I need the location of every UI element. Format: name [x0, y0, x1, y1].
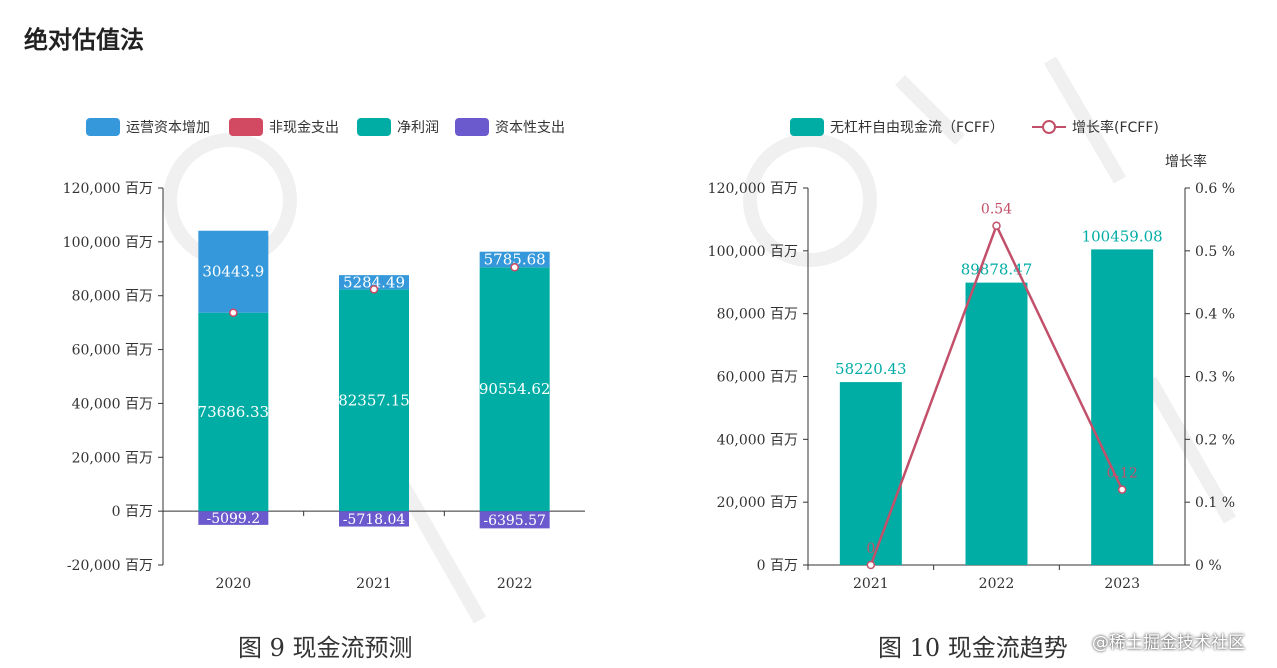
cash-flow-trend-chart: 无杠杆自由现金流（FCFF） 增长率(FCFF) 增长率 0 百万 20,000 百万 4…: [708, 118, 1235, 592]
bar-fcff: [1091, 249, 1154, 565]
page-title: 绝对估值法: [24, 26, 144, 54]
y-tick-label: 60,000 百万: [72, 343, 153, 359]
y-tick-label: 80,000 百万: [717, 307, 798, 323]
y2-tick-label: 0.1 %: [1195, 495, 1235, 511]
bar-label-capex: -5099.2: [206, 511, 260, 527]
y-tick-label: 20,000 百万: [72, 450, 153, 466]
y-tick-label: 80,000 百万: [72, 289, 153, 305]
bar-label-working-capital: 5284.49: [343, 273, 405, 291]
x-tick-label: 2020: [216, 576, 252, 592]
y-tick-label: 40,000 百万: [72, 396, 153, 412]
x-tick-label: 2022: [497, 576, 533, 592]
y-tick-label: 0 百万: [757, 558, 798, 574]
legend-label: 无杠杆自由现金流（FCFF）: [830, 120, 1004, 136]
bar-capex: [339, 511, 409, 527]
bar-net-profit: [198, 312, 269, 512]
marker-non-cash: [369, 285, 379, 294]
y-tick-label: 40,000 百万: [717, 432, 798, 448]
legend-marker: [1042, 120, 1056, 134]
growth-point: [866, 560, 876, 570]
bar-label-fcff: 100459.08: [1082, 227, 1163, 245]
growth-label: 0: [866, 541, 875, 557]
legend-label: 运营资本增加: [126, 120, 210, 136]
y-tick-label: 20,000 百万: [717, 495, 798, 511]
legend-swatch: [357, 118, 391, 136]
legend-swatch: [229, 118, 263, 136]
bar-working-capital: [479, 251, 550, 268]
y2-tick-label: 0.3 %: [1195, 370, 1235, 386]
bar-net-profit: [479, 267, 550, 512]
y-tick-label: 120,000 百万: [63, 181, 153, 197]
y-tick-label: 100,000 百万: [63, 235, 153, 251]
bar-capex: [198, 511, 269, 525]
bar-label-net-profit: 73686.33: [198, 403, 270, 421]
x-tick-label: 2021: [356, 576, 392, 592]
bar-net-profit: [339, 289, 409, 512]
x-tick-label: 2021: [853, 576, 889, 592]
y-tick-label: 0 百万: [112, 504, 153, 520]
x-tick-label: 2022: [979, 576, 1015, 592]
y-tick-label: 60,000 百万: [717, 370, 798, 386]
growth-label: 0.54: [981, 202, 1012, 218]
growth-label: 0.12: [1107, 466, 1138, 482]
y2-tick-label: 0.4 %: [1195, 307, 1235, 323]
y2-axis-title: 增长率: [1165, 153, 1207, 170]
credit-text: @稀土掘金技术社区: [1092, 633, 1245, 653]
legend-swatch: [455, 118, 489, 136]
bar-working-capital: [198, 230, 269, 313]
y-tick-label: -20,000 百万: [67, 558, 153, 574]
legend-label: 增长率(FCFF): [1072, 119, 1159, 136]
left-chart-caption: 图 9 现金流预测: [238, 634, 413, 662]
bar-label-net-profit: 82357.15: [338, 391, 410, 409]
y-tick-label: 120,000 百万: [708, 181, 798, 197]
growth-point: [1117, 485, 1127, 494]
bar-label-capex: -5718.04: [343, 512, 406, 528]
y2-tick-label: 0.2 %: [1195, 432, 1235, 448]
y2-tick-label: 0.5 %: [1195, 244, 1235, 260]
marker-non-cash: [510, 263, 519, 272]
bar-capex: [479, 511, 550, 529]
bar-working-capital: [339, 275, 409, 290]
right-chart-caption: 图 10 现金流趋势: [878, 634, 1068, 662]
x-tick-label: 2023: [1104, 576, 1140, 592]
bar-fcff: [965, 282, 1028, 565]
cash-flow-forecast-chart: 运营资本增加 非现金支出 净利润 资本性支出 -20,000 百万 0 百万 20,000 …: [63, 118, 585, 592]
y2-tick-label: 0.6 %: [1195, 181, 1235, 197]
legend-label: 资本性支出: [495, 120, 565, 136]
bar-label-working-capital: 5785.68: [484, 251, 546, 269]
bar-fcff: [839, 382, 902, 565]
growth-point: [992, 221, 1001, 230]
legend-label: 净利润: [397, 120, 439, 136]
bar-label-net-profit: 90554.62: [479, 380, 551, 398]
bar-label-working-capital: 30443.9: [202, 263, 264, 281]
y-tick-label: 100,000 百万: [708, 244, 798, 260]
legend-swatch: [86, 118, 120, 136]
marker-non-cash: [229, 308, 238, 317]
legend-label: 非现金支出: [269, 120, 339, 136]
legend-swatch: [790, 118, 824, 136]
bar-label-fcff: 58220.43: [835, 360, 907, 378]
y2-tick-label: 0 %: [1195, 558, 1222, 574]
bar-label-capex: -6395.57: [483, 513, 546, 529]
